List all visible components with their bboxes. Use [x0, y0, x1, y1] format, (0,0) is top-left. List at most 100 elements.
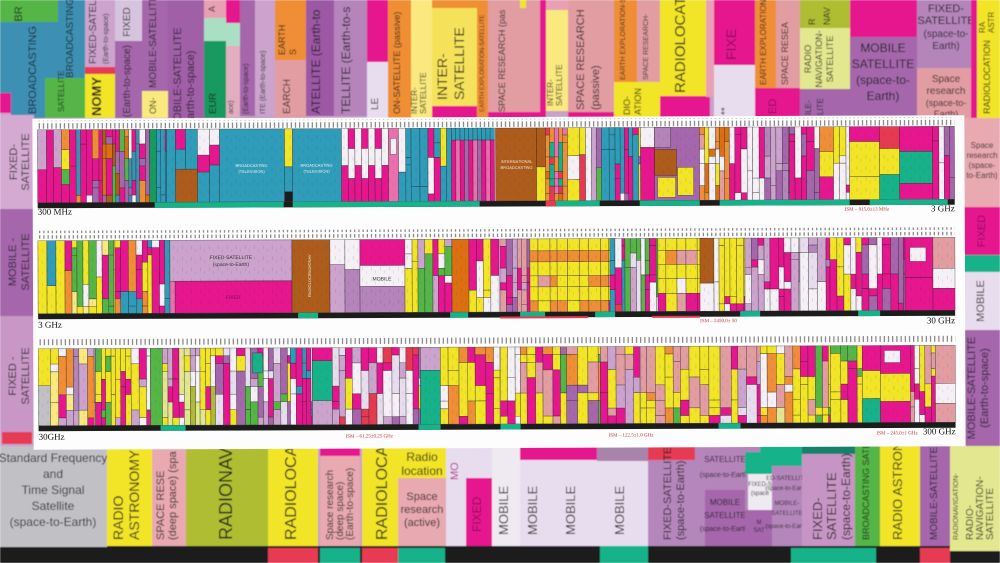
svg-text:(active): (active) — [404, 517, 440, 529]
svg-text:FIXED-SATELLITE: FIXED-SATELLITE — [662, 447, 674, 540]
svg-text:(space: (space — [751, 491, 770, 497]
svg-text:E (Earth-to-space): E (Earth-to-space) — [122, 45, 133, 127]
svg-text:(space-: (space- — [969, 161, 996, 170]
svg-text:FIXED: FIXED — [470, 496, 484, 532]
svg-text:(passive): (passive) — [590, 65, 602, 110]
svg-text:300 GHz: 300 GHz — [923, 426, 956, 436]
svg-text:Space research: Space research — [325, 470, 336, 540]
svg-text:SATELLITE: SATELLITE — [917, 15, 974, 27]
svg-text:SATELLITE: SATELLITE — [825, 36, 835, 83]
svg-text:RADIOLOCA: RADIOLOCA — [374, 445, 391, 540]
svg-text:RADIONAVI: RADIONAVI — [216, 442, 236, 540]
svg-text:NAVIGATION-: NAVIGATION- — [975, 476, 986, 540]
svg-text:SATELLITE: SATELLITE — [704, 511, 746, 520]
svg-text:research: research — [401, 504, 444, 516]
svg-text:EUR: EUR — [208, 93, 219, 114]
svg-text:INTER-: INTER- — [410, 87, 419, 114]
svg-text:ATELLITE (Earth-to: ATELLITE (Earth-to — [309, 9, 323, 114]
svg-text:ISM – 915.0±13 MHz: ISM – 915.0±13 MHz — [845, 208, 890, 213]
svg-text:MOBILE: MOBILE — [612, 486, 627, 535]
svg-text:RADIO ASTRONO: RADIO ASTRONO — [890, 432, 905, 540]
svg-text:FIXED-SATELLITE: FIXED-SATELLITE — [88, 0, 99, 64]
svg-text:MOBILE-SATELLITE: MOBILE-SATELLITE — [172, 28, 184, 131]
svg-text:Time Signal: Time Signal — [22, 483, 85, 497]
svg-text:SPACE RESEARCH: SPACE RESEARCH — [575, 9, 587, 110]
svg-text:Space: Space — [406, 491, 437, 503]
svg-text:MOBILE: MOBILE — [860, 41, 905, 55]
svg-text:BROADCASTING: BROADCASTING — [27, 26, 39, 114]
svg-text:(Earth-to-space): (Earth-to-space) — [103, 13, 110, 64]
svg-text:Earth): Earth) — [867, 89, 900, 103]
svg-text:(Earth-to-space): (Earth-to-space) — [243, 63, 250, 114]
svg-text:(space-to-Earth): (space-to-Earth) — [700, 472, 751, 479]
svg-text:MOBILE-: MOBILE- — [775, 501, 800, 507]
svg-text:MOBILE: MOBILE — [563, 486, 578, 535]
svg-text:SATELLITE: SATELLITE — [20, 133, 32, 190]
svg-text:DIO-: DIO- — [622, 96, 632, 115]
svg-text:RA: RA — [978, 21, 987, 33]
svg-text:FIXED-: FIXED- — [810, 497, 825, 540]
svg-text:NOMY: NOMY — [89, 77, 104, 116]
svg-text:SATELLITE: SATELLITE — [771, 511, 802, 517]
svg-text:MOBILE-SATELLITE (: MOBILE-SATELLITE ( — [929, 440, 940, 540]
svg-text:(space-to-Earth): (space-to-Earth) — [10, 515, 97, 529]
svg-text:ED-SATELLITE: ED-SATELLITE — [766, 476, 808, 482]
svg-text:SATELLITE: SATELLITE — [451, 27, 467, 100]
svg-text:(space-to-: (space-to- — [926, 98, 967, 108]
svg-text:Standard Frequency: Standard Frequency — [0, 451, 107, 465]
svg-text:(Earth-to-space): (Earth-to-space) — [185, 51, 197, 130]
svg-text:SATELLITE: SATELLITE — [20, 233, 32, 290]
svg-text:S: S — [288, 49, 298, 55]
svg-text:ISM – 61.25±0.25 GHz: ISM – 61.25±0.25 GHz — [346, 434, 394, 439]
svg-text:RADIOLOCATION: RADIOLOCATION — [982, 40, 992, 114]
svg-text:(Earth-to-space): (Earth-to-space) — [345, 468, 356, 540]
svg-text:BROADCASTING SATEL: BROADCASTING SATEL — [861, 438, 871, 540]
svg-text:RADIO: RADIO — [110, 496, 126, 540]
svg-text:(Earth-to-space): (Earth-to-space) — [979, 348, 991, 427]
svg-text:LE: LE — [370, 97, 381, 110]
svg-text:BROADCASTING: BROADCASTING — [65, 0, 76, 78]
svg-text:ASTR: ASTR — [987, 11, 996, 33]
svg-text:30 GHz: 30 GHz — [927, 315, 955, 325]
svg-text:Radio: Radio — [406, 450, 438, 464]
svg-text:RADIO-: RADIO- — [965, 505, 976, 540]
svg-text:ASTRONOMY: ASTRONOMY — [126, 449, 142, 540]
svg-text:ON-: ON- — [148, 98, 158, 115]
svg-text:Space: Space — [932, 74, 961, 85]
svg-text:to-Earth): to-Earth) — [966, 171, 997, 180]
svg-text:EARTH EXPLORATION-SATELLITE: EARTH EXPLORATION-SATELLITE — [480, 15, 486, 112]
svg-text:FIXED-: FIXED- — [8, 144, 20, 180]
svg-text:INTER-: INTER- — [434, 53, 450, 100]
svg-text:(space-to-: (space-to- — [856, 73, 910, 87]
svg-text:EARTH EXPLORATION-SAT: EARTH EXPLORATION-SAT — [620, 0, 627, 80]
svg-text:research: research — [927, 86, 966, 97]
svg-text:MOBILE: MOBILE — [525, 486, 540, 535]
svg-text:SATELLITE: SATELLITE — [20, 347, 32, 404]
svg-text:ISM – 2450.0± 50: ISM – 2450.0± 50 — [700, 319, 737, 324]
svg-text:SATELLITE: SATELLITE — [852, 57, 914, 71]
svg-text:EARTH: EARTH — [277, 25, 287, 55]
svg-text:ATION: ATION — [633, 88, 643, 115]
svg-text:30GHz: 30GHz — [39, 432, 65, 442]
svg-text:R: R — [807, 18, 817, 25]
svg-text:Earth): Earth) — [932, 41, 959, 52]
svg-text:Satellite: Satellite — [32, 499, 75, 513]
svg-text:FIXED: FIXED — [122, 7, 133, 36]
svg-text:FIXED -: FIXED - — [7, 356, 19, 395]
svg-text:(deep space) (spa: (deep space) (spa — [167, 450, 179, 540]
svg-text:LITE: LITE — [816, 98, 825, 115]
svg-text:MOBILE-SATELLITE: MOBILE-SATELLITE — [148, 0, 159, 88]
svg-text:research: research — [966, 151, 997, 160]
svg-text:ITE (Earth-to-space): ITE (Earth-to-space) — [260, 51, 267, 114]
svg-text:SPACE RESEARCH (pas: SPACE RESEARCH (pas — [497, 9, 507, 112]
svg-text:EARCH: EARCH — [282, 79, 293, 114]
svg-text:ILE-: ILE- — [804, 100, 813, 115]
svg-text:MOBILE: MOBILE — [975, 280, 987, 322]
svg-text:INTER-: INTER- — [546, 79, 555, 106]
svg-text:SPACE RESEA: SPACE RESEA — [780, 22, 790, 85]
svg-text:(space-to-: (space-to- — [923, 29, 968, 40]
svg-text:location: location — [401, 464, 442, 478]
svg-text:TELLITE (Earth-to-s: TELLITE (Earth-to-s — [339, 7, 353, 114]
svg-text:(space-to-Earth): (space-to-Earth) — [700, 526, 751, 533]
svg-text:A: A — [207, 6, 217, 12]
